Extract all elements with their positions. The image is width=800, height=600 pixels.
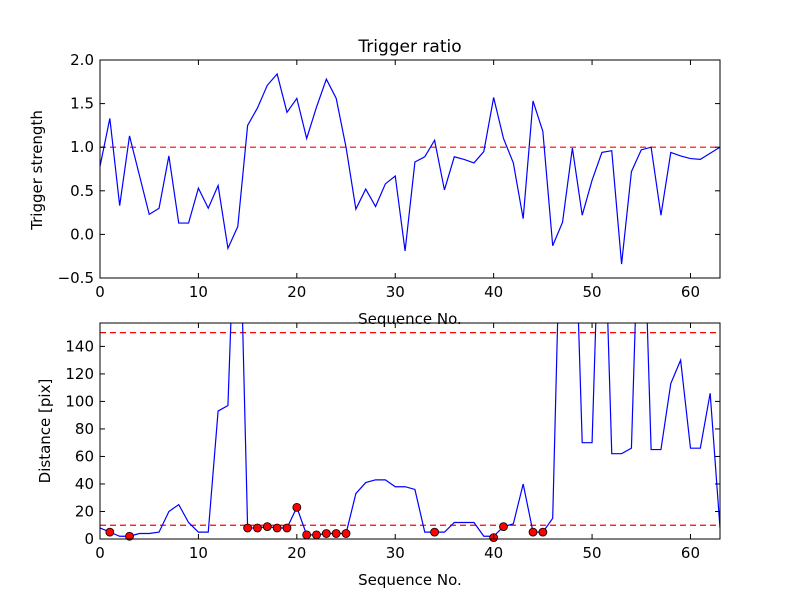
y-tick-label: 140 [65, 337, 94, 355]
data-point-marker [341, 529, 351, 538]
x-tick-label: 60 [681, 283, 700, 301]
data-point-marker [253, 523, 262, 533]
x-tick-label: 10 [189, 283, 208, 301]
y-tick-label: 100 [65, 392, 94, 410]
plot-content [100, 72, 720, 265]
x-tick-label: 20 [287, 283, 306, 301]
data-point-marker [243, 523, 253, 533]
data-point-marker [538, 527, 548, 537]
axes-frame [99, 59, 721, 279]
y-tick-label: 40 [75, 475, 94, 493]
y-tick-label: 60 [75, 447, 94, 465]
y-tick-label: 80 [75, 420, 94, 438]
x-tick-label: 10 [189, 544, 208, 562]
data-point-marker [430, 527, 440, 537]
data-point-marker [331, 529, 341, 538]
x-tick-label: 30 [386, 283, 405, 301]
x-tick-label: 20 [287, 544, 306, 562]
distance-panel: 0 10 20 30 40 50 60 0 20 40 60 80 100 120 140 Sequence… [36, 322, 721, 589]
y-tick-label: 20 [75, 502, 94, 520]
axes-frame [99, 322, 721, 540]
x-tick-label: 50 [583, 283, 602, 301]
distance-plot-area: 0 10 20 30 40 50 60 0 20 40 60 80 100 120 140 [65, 322, 721, 562]
data-point-marker [262, 522, 272, 532]
x-tick-label: 0 [95, 283, 105, 301]
x-tick-label: 40 [484, 544, 503, 562]
y-tick-label: 2.0 [70, 51, 94, 69]
y-axis-label: Distance [pix] [36, 379, 54, 484]
data-point-marker [528, 527, 538, 537]
data-point-marker [499, 522, 508, 532]
trigger-ratio-panel: Trigger ratio 0 10 20 30 40 50 60 −0.5 0.0 0.5 1.0… [28, 37, 721, 328]
data-point-marker [312, 530, 321, 540]
y-tick-label: −0.5 [58, 269, 94, 287]
series-line [100, 72, 720, 265]
y-tick-label: 1.5 [70, 95, 94, 113]
data-point-marker [282, 523, 292, 533]
x-axis-label: Sequence No. [358, 310, 462, 328]
y-tick-label: 0.5 [70, 182, 94, 200]
trigger-ratio-plot-area: 0 10 20 30 40 50 60 −0.5 0.0 0.5 1.0 1.5 2.0 [58, 51, 721, 301]
x-tick-label: 0 [95, 544, 105, 562]
y-axis-label: Trigger strength [28, 110, 46, 231]
data-point-marker [292, 502, 302, 512]
data-point-marker [105, 527, 115, 537]
chart-title: Trigger ratio [357, 37, 461, 57]
data-point-marker [272, 523, 282, 533]
x-tick-label: 60 [681, 544, 700, 562]
x-tick-label: 40 [484, 283, 503, 301]
data-point-marker [321, 529, 331, 538]
y-tick-label: 120 [65, 365, 94, 383]
x-axis-label: Sequence No. [358, 571, 462, 589]
y-tick-label: 0.0 [70, 225, 94, 243]
y-tick-label: 0 [84, 530, 94, 548]
plot-content [100, 323, 720, 537]
series-line [100, 323, 720, 537]
data-point-marker [302, 530, 312, 540]
x-tick-label: 50 [583, 544, 602, 562]
data-point-marker [125, 531, 134, 541]
x-tick-label: 30 [386, 544, 405, 562]
y-tick-label: 1.0 [70, 138, 94, 156]
